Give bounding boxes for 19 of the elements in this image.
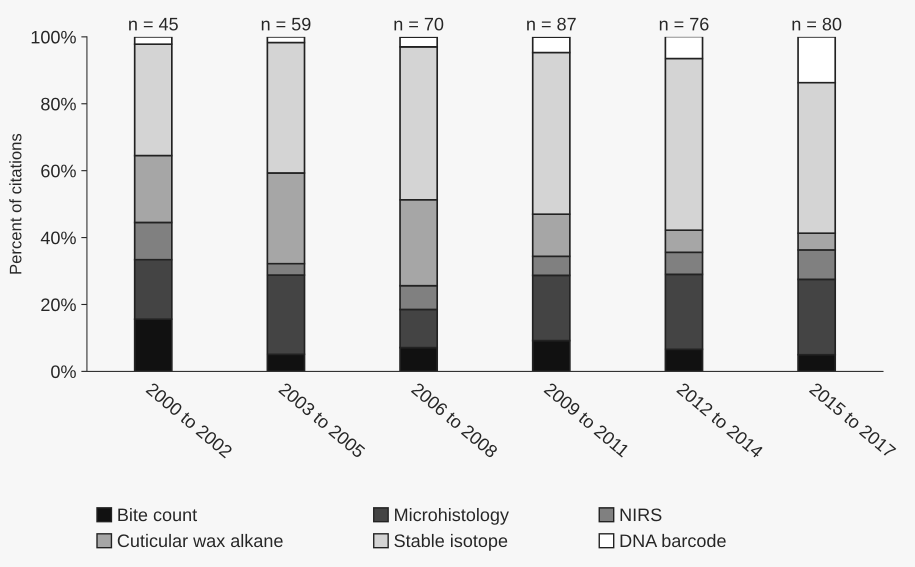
legend-label: Bite count — [118, 508, 198, 522]
legend-label: DNA barcode — [620, 534, 726, 548]
y-tick-label: 80% — [41, 98, 76, 110]
annotation: n = 76 — [660, 18, 709, 31]
legend-label: Cuticular wax alkane — [118, 534, 283, 548]
y-axis-title: Percent of citations — [9, 134, 22, 274]
y-tick-label: 40% — [40, 232, 76, 244]
annotation: n = 59 — [262, 18, 310, 31]
annotation: n = 87 — [527, 18, 576, 31]
legend-label: Microhistology — [395, 508, 509, 525]
y-tick-label: 20% — [41, 298, 76, 312]
legend-label: Stable isotope — [394, 534, 508, 551]
legend-label: NIRS — [620, 508, 662, 522]
y-tick-label: 0% — [51, 365, 76, 378]
annotation: n = 70 — [394, 18, 444, 31]
annotation: n = 80 — [792, 18, 842, 31]
y-tick-label: 100% — [32, 30, 76, 44]
annotation: n = 45 — [129, 18, 178, 31]
y-tick-label: 60% — [41, 164, 76, 178]
